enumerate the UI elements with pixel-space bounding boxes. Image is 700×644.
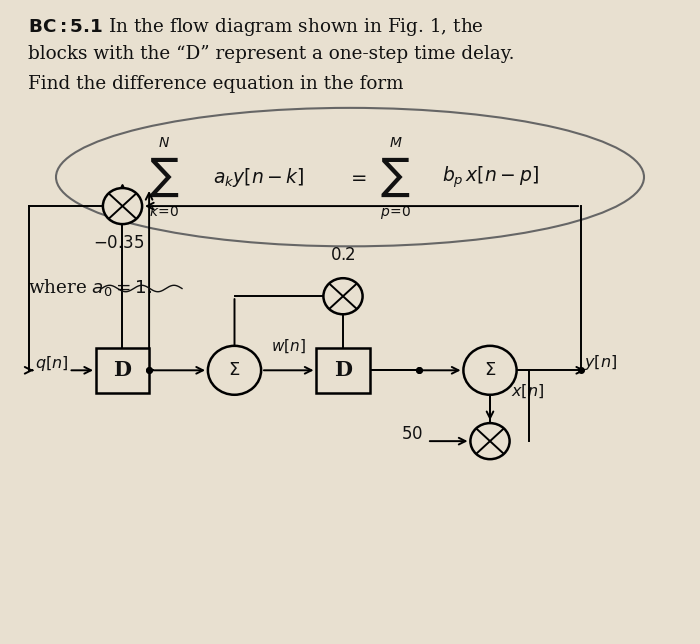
Text: $k\!=\!0$: $k\!=\!0$ (149, 204, 180, 219)
Text: $b_p\, x[n-p]$: $b_p\, x[n-p]$ (442, 164, 538, 190)
Text: $\sum$: $\sum$ (149, 155, 180, 199)
Text: $50$: $50$ (402, 426, 424, 443)
Text: D: D (113, 360, 132, 381)
Circle shape (463, 346, 517, 395)
Text: $x[n]$: $x[n]$ (511, 382, 544, 400)
Circle shape (470, 423, 510, 459)
Text: $\mathbf{BC{:}5.1}$ In the flow diagram shown in Fig. 1, the: $\mathbf{BC{:}5.1}$ In the flow diagram … (28, 16, 484, 38)
Text: $-0.35$: $-0.35$ (93, 235, 145, 252)
Text: $\sum$: $\sum$ (380, 155, 411, 199)
Circle shape (323, 278, 363, 314)
Text: $y[n]$: $y[n]$ (584, 353, 617, 372)
Text: $N$: $N$ (158, 136, 171, 150)
Text: $p\!=\!0$: $p\!=\!0$ (380, 204, 411, 221)
Bar (96, 348, 149, 393)
Bar (316, 348, 370, 393)
Text: $\Sigma$: $\Sigma$ (228, 361, 241, 379)
Circle shape (208, 346, 261, 395)
Circle shape (103, 188, 142, 224)
Text: $a_k y[n-k]$: $a_k y[n-k]$ (214, 166, 304, 189)
Text: $q[n]$: $q[n]$ (35, 354, 69, 374)
Text: blocks with the “D” represent a one-step time delay.: blocks with the “D” represent a one-step… (28, 45, 514, 63)
Text: where $a_0 = 1.$: where $a_0 = 1.$ (28, 277, 152, 298)
Text: D: D (334, 360, 352, 381)
Text: $\Sigma$: $\Sigma$ (484, 361, 496, 379)
Text: $0.2$: $0.2$ (330, 247, 356, 264)
Text: Find the difference equation in the form: Find the difference equation in the form (28, 75, 403, 93)
Text: $=$: $=$ (347, 168, 367, 186)
Text: $M$: $M$ (389, 136, 402, 150)
Text: $w[n]$: $w[n]$ (271, 337, 306, 355)
